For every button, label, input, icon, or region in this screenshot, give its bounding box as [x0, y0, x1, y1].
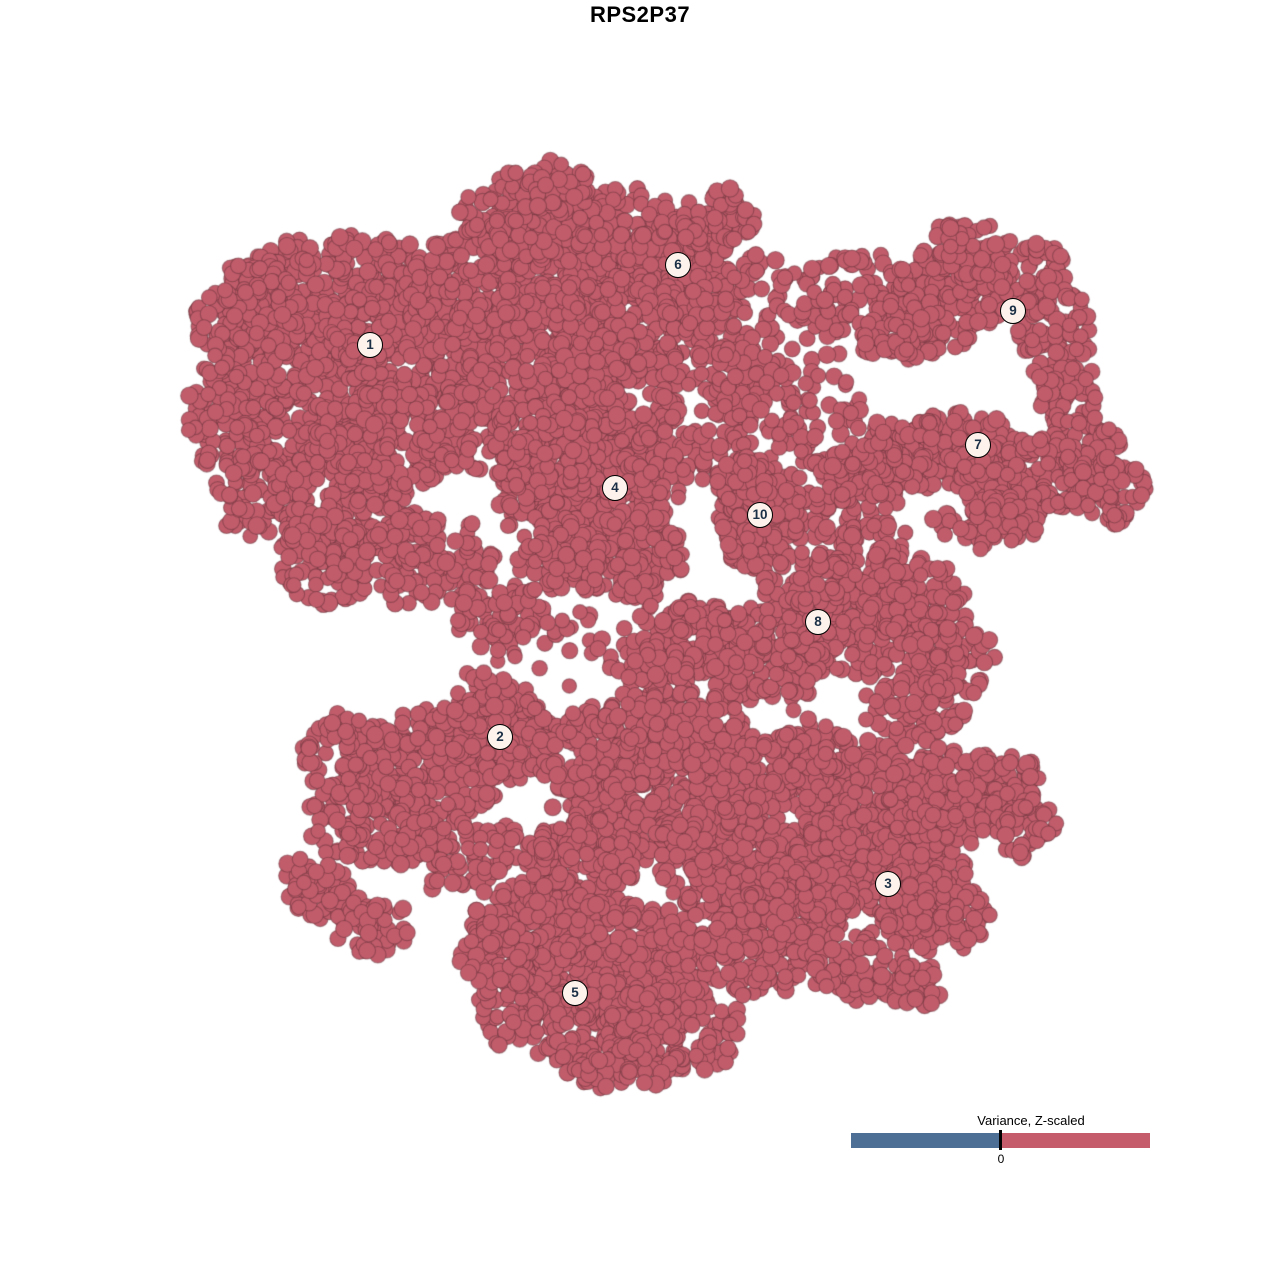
cluster-label-8: 8	[805, 609, 831, 635]
cluster-label-2: 2	[487, 724, 513, 750]
colorbar-negative-segment	[851, 1133, 1001, 1148]
cluster-label-3: 3	[875, 871, 901, 897]
cluster-label-4: 4	[602, 475, 628, 501]
cluster-label-1: 1	[357, 332, 383, 358]
colorbar-positive-segment	[1001, 1133, 1150, 1148]
colorbar	[851, 1130, 1150, 1150]
legend-zero-tick: 0	[997, 1152, 1005, 1166]
colorbar-zero-divider	[999, 1130, 1002, 1150]
figure-title: RPS2P37	[589, 2, 691, 27]
cluster-label-5: 5	[562, 980, 588, 1006]
cluster-label-9: 9	[1000, 298, 1026, 324]
cluster-label-7: 7	[965, 432, 991, 458]
cluster-label-6: 6	[665, 252, 691, 278]
cluster-label-10: 10	[747, 502, 773, 528]
colorbar-legend: Variance, Z-scaled 0	[851, 1113, 1150, 1173]
legend-title: Variance, Z-scaled	[977, 1113, 1085, 1128]
